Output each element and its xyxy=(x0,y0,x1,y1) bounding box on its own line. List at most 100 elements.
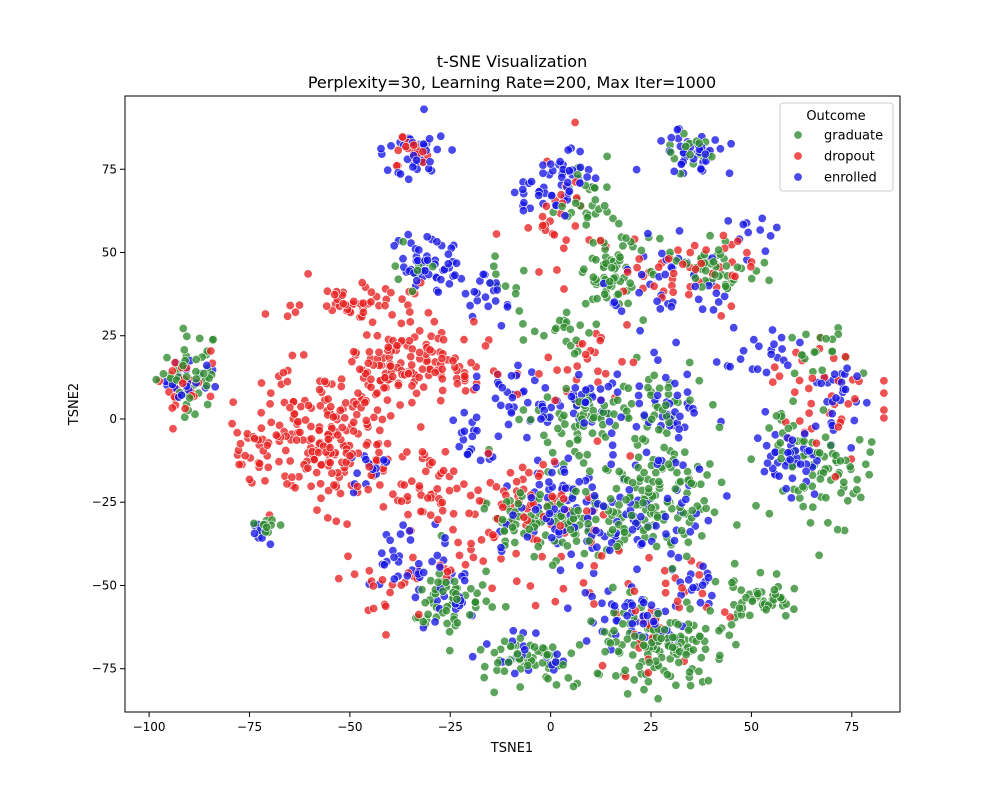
scatter-point-dropout xyxy=(299,350,309,360)
scatter-point-graduate xyxy=(557,202,567,212)
scatter-point-graduate xyxy=(826,440,836,450)
scatter-point-enrolled xyxy=(468,652,478,662)
scatter-point-graduate xyxy=(566,525,576,535)
scatter-point-graduate xyxy=(627,399,637,409)
scatter-point-dropout xyxy=(466,539,476,549)
scatter-point-enrolled xyxy=(661,373,671,383)
scatter-point-dropout xyxy=(260,309,270,319)
scatter-point-enrolled xyxy=(436,131,446,141)
y-tick-label: 75 xyxy=(102,162,117,176)
scatter-point-enrolled xyxy=(722,491,732,501)
scatter-point-enrolled xyxy=(591,173,601,183)
scatter-point-dropout xyxy=(368,317,378,327)
scatter-point-dropout xyxy=(396,580,406,590)
x-tick-label: 0 xyxy=(547,720,555,734)
scatter-point-dropout xyxy=(561,235,571,245)
scatter-point-enrolled xyxy=(547,533,557,543)
scatter-point-dropout xyxy=(429,317,439,327)
scatter-point-dropout xyxy=(476,535,486,545)
scatter-point-dropout xyxy=(364,347,374,357)
scatter-point-dropout xyxy=(538,460,548,470)
scatter-point-enrolled xyxy=(405,526,415,536)
scatter-point-dropout xyxy=(322,301,332,311)
scatter-point-dropout xyxy=(795,375,805,385)
scatter-point-dropout xyxy=(421,466,431,476)
scatter-point-enrolled xyxy=(389,552,399,562)
scatter-point-graduate xyxy=(510,537,520,547)
scatter-point-enrolled xyxy=(376,144,386,154)
scatter-point-enrolled xyxy=(849,415,859,425)
scatter-point-graduate xyxy=(592,294,602,304)
scatter-point-graduate xyxy=(542,650,552,660)
scatter-point-dropout xyxy=(701,245,711,255)
scatter-point-enrolled xyxy=(566,549,576,559)
scatter-point-graduate xyxy=(705,606,715,616)
scatter-point-enrolled xyxy=(202,360,212,370)
scatter-point-graduate xyxy=(736,585,746,595)
scatter-point-graduate xyxy=(515,682,525,692)
scatter-point-dropout xyxy=(393,145,403,155)
scatter-point-dropout xyxy=(664,254,674,264)
scatter-point-enrolled xyxy=(698,580,708,590)
scatter-point-graduate xyxy=(634,452,644,462)
scatter-point-enrolled xyxy=(265,539,275,549)
scatter-point-dropout xyxy=(454,550,464,560)
scatter-point-enrolled xyxy=(450,270,460,280)
scatter-point-dropout xyxy=(227,419,237,429)
scatter-point-dropout xyxy=(459,335,469,345)
scatter-point-dropout xyxy=(260,476,270,486)
scatter-point-enrolled xyxy=(681,494,691,504)
scatter-point-dropout xyxy=(402,492,412,502)
scatter-point-dropout xyxy=(746,262,756,272)
scatter-point-enrolled xyxy=(753,364,763,374)
scatter-point-dropout xyxy=(372,440,382,450)
scatter-point-enrolled xyxy=(638,619,648,629)
scatter-point-graduate xyxy=(519,266,529,276)
scatter-point-enrolled xyxy=(783,360,793,370)
scatter-point-graduate xyxy=(843,496,853,506)
scatter-point-enrolled xyxy=(408,162,418,172)
scatter-point-enrolled xyxy=(684,575,694,585)
scatter-point-graduate xyxy=(518,319,528,329)
scatter-point-enrolled xyxy=(570,383,580,393)
scatter-point-dropout xyxy=(448,525,458,535)
scatter-point-dropout xyxy=(361,415,371,425)
scatter-point-enrolled xyxy=(749,335,759,345)
scatter-point-enrolled xyxy=(518,206,528,216)
scatter-point-graduate xyxy=(721,261,731,271)
scatter-point-graduate xyxy=(685,395,695,405)
legend-marker-graduate xyxy=(793,130,803,140)
scatter-point-dropout xyxy=(263,462,273,472)
scatter-point-graduate xyxy=(513,499,523,509)
scatter-point-graduate xyxy=(675,477,685,487)
scatter-point-enrolled xyxy=(660,512,670,522)
scatter-point-dropout xyxy=(287,472,297,482)
scatter-point-dropout xyxy=(806,399,816,409)
scatter-point-dropout xyxy=(322,286,332,296)
scatter-point-enrolled xyxy=(386,141,396,151)
scatter-point-enrolled xyxy=(627,600,637,610)
scatter-point-dropout xyxy=(577,339,587,349)
scatter-point-dropout xyxy=(404,336,414,346)
scatter-point-enrolled xyxy=(720,291,730,301)
scatter-point-dropout xyxy=(460,560,470,570)
scatter-point-graduate xyxy=(602,182,612,192)
scatter-point-graduate xyxy=(579,264,589,274)
scatter-point-enrolled xyxy=(559,504,569,514)
scatter-point-dropout xyxy=(335,405,345,415)
scatter-point-graduate xyxy=(190,409,200,419)
scatter-point-enrolled xyxy=(689,408,699,418)
scatter-point-graduate xyxy=(445,627,455,637)
scatter-point-enrolled xyxy=(708,305,718,315)
scatter-point-enrolled xyxy=(523,398,533,408)
scatter-point-dropout xyxy=(366,297,376,307)
scatter-point-dropout xyxy=(879,376,889,386)
scatter-point-dropout xyxy=(643,668,653,678)
scatter-point-graduate xyxy=(452,594,462,604)
scatter-point-enrolled xyxy=(491,296,501,306)
scatter-point-dropout xyxy=(361,440,371,450)
scatter-point-enrolled xyxy=(410,592,420,602)
scatter-point-dropout xyxy=(830,472,840,482)
scatter-point-enrolled xyxy=(597,598,607,608)
scatter-point-dropout xyxy=(696,258,706,268)
